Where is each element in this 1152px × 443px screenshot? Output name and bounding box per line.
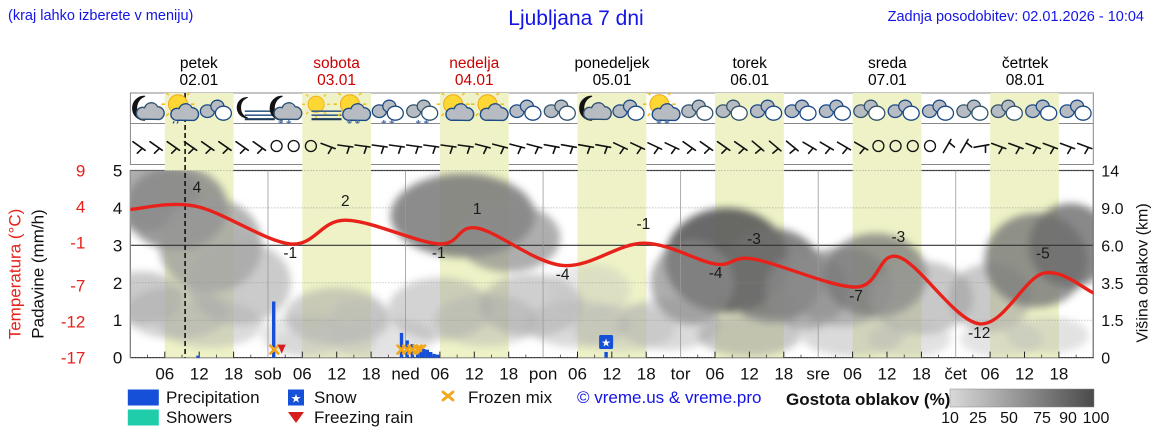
svg-text:18: 18 bbox=[499, 365, 518, 384]
svg-text:50: 50 bbox=[1000, 410, 1018, 427]
svg-text:12: 12 bbox=[602, 365, 621, 384]
svg-text:12: 12 bbox=[465, 365, 484, 384]
svg-text:★: ★ bbox=[291, 392, 302, 406]
svg-text:100: 100 bbox=[1083, 410, 1110, 427]
svg-text:Gostota oblakov (%): Gostota oblakov (%) bbox=[786, 390, 950, 409]
svg-text:Showers: Showers bbox=[166, 408, 232, 427]
svg-text:9: 9 bbox=[76, 162, 85, 181]
svg-text:18: 18 bbox=[637, 365, 656, 384]
svg-text:12: 12 bbox=[1015, 365, 1034, 384]
svg-text:-17: -17 bbox=[61, 349, 86, 368]
svg-text:4: 4 bbox=[113, 199, 122, 218]
svg-text:-1: -1 bbox=[283, 245, 297, 262]
svg-text:-1: -1 bbox=[432, 245, 446, 262]
svg-text:4: 4 bbox=[76, 198, 85, 217]
svg-text:18: 18 bbox=[362, 365, 381, 384]
svg-text:12: 12 bbox=[327, 365, 346, 384]
svg-text:75: 75 bbox=[1033, 410, 1051, 427]
svg-text:0: 0 bbox=[1101, 351, 1110, 368]
svg-text:-7: -7 bbox=[849, 288, 863, 305]
svg-text:12: 12 bbox=[878, 365, 897, 384]
svg-text:★: ★ bbox=[601, 338, 611, 350]
svg-text:12: 12 bbox=[740, 365, 759, 384]
svg-text:06: 06 bbox=[843, 365, 862, 384]
svg-text:06: 06 bbox=[430, 365, 449, 384]
svg-text:pon: pon bbox=[529, 365, 557, 384]
svg-text:Freezing rain: Freezing rain bbox=[314, 408, 413, 427]
svg-text:1: 1 bbox=[473, 201, 482, 218]
svg-text:-4: -4 bbox=[556, 267, 570, 284]
svg-text:18: 18 bbox=[774, 365, 793, 384]
svg-text:06: 06 bbox=[706, 365, 725, 384]
svg-text:© vreme.us & vreme.pro: © vreme.us & vreme.pro bbox=[577, 388, 761, 407]
svg-text:06: 06 bbox=[293, 365, 312, 384]
svg-text:-3: -3 bbox=[747, 231, 761, 248]
svg-text:ned: ned bbox=[391, 365, 419, 384]
svg-text:sob: sob bbox=[254, 365, 281, 384]
svg-text:-1: -1 bbox=[637, 216, 651, 233]
svg-text:25: 25 bbox=[969, 410, 987, 427]
svg-text:-4: -4 bbox=[709, 265, 723, 282]
svg-text:-3: -3 bbox=[892, 229, 906, 246]
svg-text:5: 5 bbox=[113, 162, 122, 181]
svg-text:Precipitation: Precipitation bbox=[166, 388, 260, 407]
svg-text:18: 18 bbox=[912, 365, 931, 384]
svg-text:12: 12 bbox=[190, 365, 209, 384]
svg-text:čet: čet bbox=[944, 365, 967, 384]
svg-text:-1: -1 bbox=[70, 234, 85, 253]
svg-text:18: 18 bbox=[1049, 365, 1068, 384]
svg-text:sre: sre bbox=[806, 365, 830, 384]
svg-text:0: 0 bbox=[113, 349, 122, 368]
svg-text:2: 2 bbox=[341, 193, 350, 210]
svg-text:Snow: Snow bbox=[314, 388, 357, 407]
svg-text:9.0: 9.0 bbox=[1101, 201, 1123, 218]
svg-text:06: 06 bbox=[981, 365, 1000, 384]
svg-text:4: 4 bbox=[193, 180, 202, 197]
svg-text:06: 06 bbox=[568, 365, 587, 384]
svg-text:Frozen mix: Frozen mix bbox=[468, 388, 553, 407]
svg-text:tor: tor bbox=[671, 365, 691, 384]
svg-text:06: 06 bbox=[155, 365, 174, 384]
svg-text:-5: -5 bbox=[1036, 245, 1050, 262]
svg-text:10: 10 bbox=[941, 410, 959, 427]
svg-text:-12: -12 bbox=[61, 313, 86, 332]
svg-text:18: 18 bbox=[224, 365, 243, 384]
svg-text:6.0: 6.0 bbox=[1101, 238, 1123, 255]
svg-text:1: 1 bbox=[113, 311, 122, 330]
svg-text:14: 14 bbox=[1101, 164, 1119, 181]
svg-text:-7: -7 bbox=[70, 277, 85, 296]
svg-text:3: 3 bbox=[113, 236, 122, 255]
svg-text:3.5: 3.5 bbox=[1101, 276, 1123, 293]
svg-text:90: 90 bbox=[1059, 410, 1077, 427]
svg-text:-12: -12 bbox=[968, 325, 990, 342]
svg-text:1.5: 1.5 bbox=[1101, 313, 1123, 330]
svg-text:2: 2 bbox=[113, 274, 122, 293]
